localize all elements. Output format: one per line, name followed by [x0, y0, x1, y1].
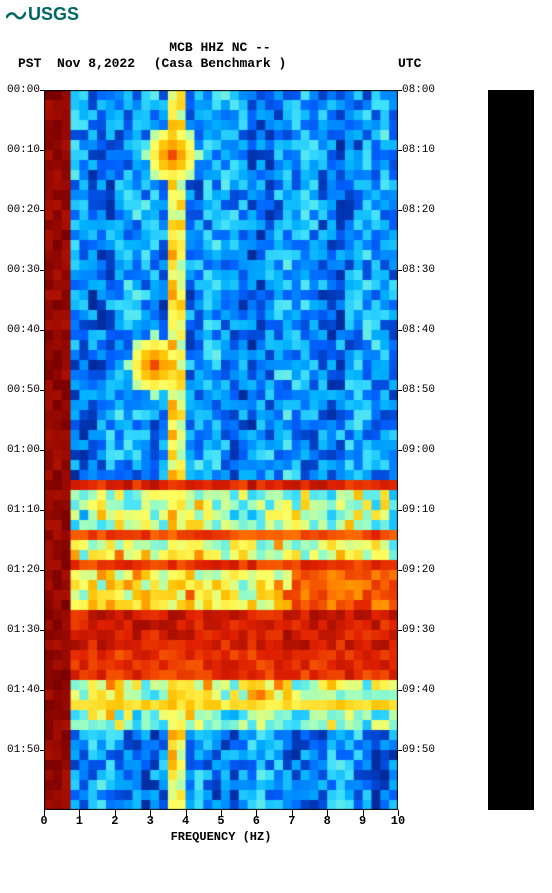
- usgs-logo: USGS: [6, 4, 79, 25]
- y-tick-right: 08:30: [402, 264, 435, 276]
- x-axis-label: FREQUENCY (HZ): [44, 830, 398, 844]
- y-tick-left: 00:50: [0, 384, 40, 396]
- x-tick: 5: [217, 814, 224, 828]
- y-tick-left: 00:40: [0, 324, 40, 336]
- x-tick: 2: [111, 814, 118, 828]
- y-tick-right: 08:20: [402, 204, 435, 216]
- y-tick-left: 00:20: [0, 204, 40, 216]
- utc-label: UTC: [398, 56, 421, 71]
- y-tick-left: 01:10: [0, 504, 40, 516]
- chart-title-line1: MCB HHZ NC --: [0, 40, 440, 55]
- x-tick: 0: [40, 814, 47, 828]
- y-tick-left: 00:00: [0, 84, 40, 96]
- spectrogram-canvas: [44, 90, 398, 810]
- pst-label: PST Nov 8,2022: [18, 56, 135, 71]
- y-tick-right: 09:40: [402, 684, 435, 696]
- y-tick-left: 01:50: [0, 744, 40, 756]
- y-tick-right: 09:00: [402, 444, 435, 456]
- usgs-wave-icon: [6, 8, 26, 22]
- pst-text: PST: [18, 56, 41, 71]
- y-tick-right: 08:00: [402, 84, 435, 96]
- y-tick-left: 00:10: [0, 144, 40, 156]
- y-tick-right: 08:50: [402, 384, 435, 396]
- y-tick-left: 01:30: [0, 624, 40, 636]
- x-tick: 8: [324, 814, 331, 828]
- y-tick-right: 09:20: [402, 564, 435, 576]
- y-tick-left: 01:20: [0, 564, 40, 576]
- x-tick: 4: [182, 814, 189, 828]
- x-tick: 3: [147, 814, 154, 828]
- x-tick: 6: [253, 814, 260, 828]
- y-tick-left: 00:30: [0, 264, 40, 276]
- x-tick: 1: [76, 814, 83, 828]
- y-tick-right: 09:10: [402, 504, 435, 516]
- usgs-text: USGS: [28, 4, 79, 25]
- y-tick-right: 08:40: [402, 324, 435, 336]
- y-tick-left: 01:00: [0, 444, 40, 456]
- date-text: Nov 8,2022: [57, 56, 135, 71]
- x-tick: 9: [359, 814, 366, 828]
- y-tick-right: 08:10: [402, 144, 435, 156]
- y-tick-right: 09:30: [402, 624, 435, 636]
- colorbar: [488, 90, 534, 810]
- y-tick-right: 09:50: [402, 744, 435, 756]
- x-tick: 7: [288, 814, 295, 828]
- y-tick-left: 01:40: [0, 684, 40, 696]
- spectrogram-plot: [44, 90, 398, 810]
- x-tick: 10: [391, 814, 405, 828]
